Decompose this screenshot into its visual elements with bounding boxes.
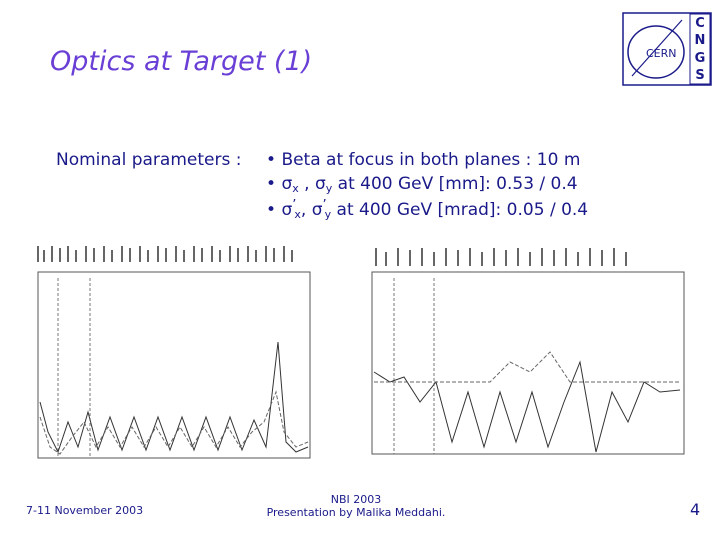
dispersion-plot-image — [371, 248, 685, 455]
subscript: y — [324, 208, 332, 221]
symbol: σ — [311, 200, 323, 220]
subscript: x — [294, 208, 301, 221]
lattice-bars — [37, 246, 293, 262]
logo-ring — [627, 25, 685, 79]
bullet-text: Beta at focus in both planes : 10 m — [281, 150, 581, 170]
bullet: • σx , σy at 400 GeV [mm]: 0.53 / 0.4 — [266, 174, 578, 195]
slide-title: Optics at Target (1) — [50, 46, 313, 77]
symbol: σ — [314, 174, 326, 194]
logo: CERN C N G S — [622, 12, 712, 86]
plot-frame — [371, 271, 685, 455]
parameters-label: Nominal parameters : — [56, 150, 242, 170]
bullet-text: , — [300, 200, 312, 220]
bullet-text: at 400 GeV [mrad]: 0.05 / 0.4 — [331, 200, 589, 220]
dispersion-x-curve — [373, 360, 681, 453]
beta-x-curve — [39, 341, 309, 454]
bullet-text: , — [298, 174, 315, 194]
footer-center: NBI 2003 Presentation by Malika Meddahi. — [267, 493, 446, 519]
subscript: x — [292, 182, 299, 195]
footer-event: NBI 2003 — [330, 493, 382, 506]
bullet-mark: • — [266, 200, 277, 220]
footer-presenter: Presentation by Malika Meddahi. — [266, 506, 446, 519]
dispersion-y-curve — [374, 351, 680, 383]
lattice-bars — [375, 248, 627, 266]
logo-stroke — [631, 19, 683, 77]
bullet-mark: • — [266, 174, 277, 194]
bullet: • Beta at focus in both planes : 10 m — [266, 150, 580, 170]
symbol: σ — [281, 174, 293, 194]
logo-letter: C — [695, 16, 705, 31]
beta-plot-image — [37, 246, 311, 459]
bullet: • σ’x, σ’y at 400 GeV [mrad]: 0.05 / 0.4 — [266, 198, 588, 221]
logo-letter: G — [695, 51, 706, 66]
logo-letter: N — [695, 33, 706, 48]
logo-name: CERN — [646, 47, 677, 60]
page-number: 4 — [690, 500, 701, 519]
beta-y-curve — [39, 390, 309, 455]
logo-letter-box — [689, 13, 711, 85]
prime: ’ — [322, 198, 327, 213]
symbol: σ — [281, 200, 293, 220]
footer-date: 7-11 November 2003 — [26, 504, 144, 517]
bullet-text: at 400 GeV [mm]: 0.53 / 0.4 — [332, 174, 578, 194]
prime: ’ — [292, 198, 297, 213]
logo-letter: S — [695, 68, 704, 83]
plot-frame — [37, 271, 311, 459]
bullet-mark: • — [266, 150, 277, 170]
subscript: y — [325, 182, 333, 195]
